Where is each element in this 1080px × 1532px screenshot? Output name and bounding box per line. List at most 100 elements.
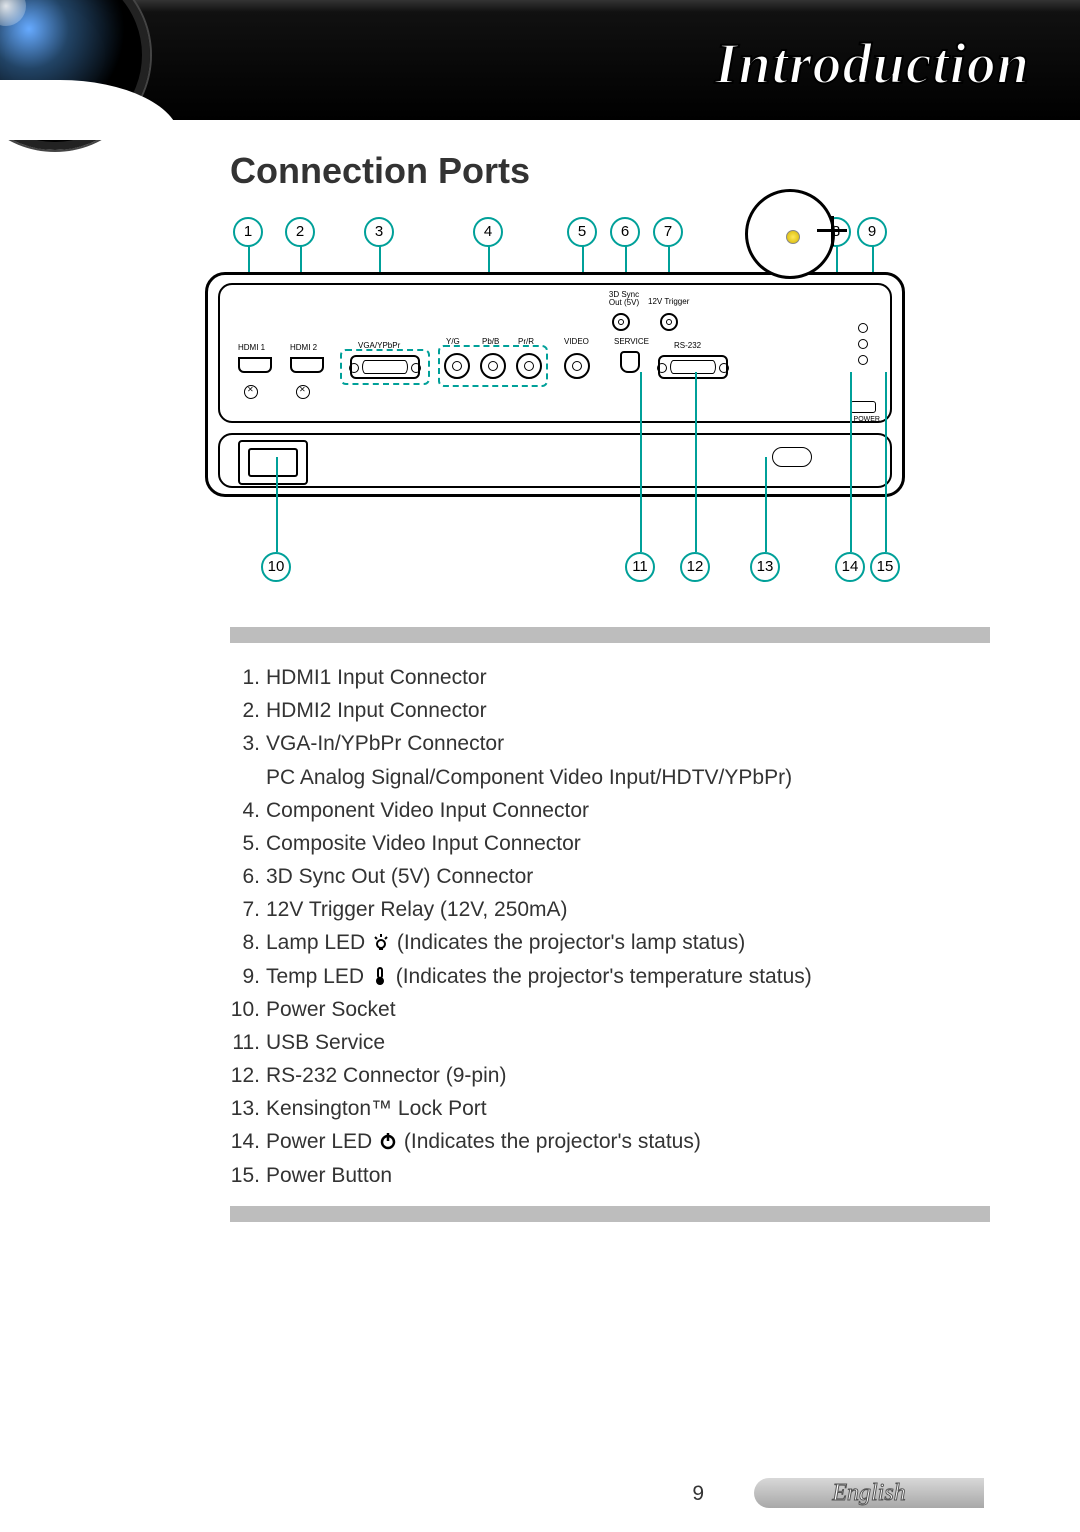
callout-2: 2 (285, 217, 315, 247)
label-yg: Y/G (446, 337, 460, 346)
chapter-title: Introduction (715, 30, 1030, 97)
list-text: Power Button (266, 1159, 990, 1192)
list-text: HDMI1 Input Connector (266, 661, 990, 694)
language-pill: English (754, 1478, 984, 1508)
callout-10: 10 (261, 552, 291, 582)
vga-port (350, 355, 420, 379)
list-text: Power Socket (266, 993, 990, 1026)
usb-port (620, 351, 640, 373)
list-text: USB Service (266, 1026, 990, 1059)
list-number: 11. (230, 1026, 266, 1059)
list-text: Kensington™ Lock Port (266, 1092, 990, 1125)
list-number: 12. (230, 1059, 266, 1092)
power-led-icon (858, 355, 868, 365)
list-text: Lamp LED (Indicates the projector's lamp… (266, 926, 990, 959)
hdmi1-port (238, 357, 272, 373)
callout-6: 6 (610, 217, 640, 247)
callout-7: 7 (653, 217, 683, 247)
list-number: 14. (230, 1125, 266, 1158)
list-text: HDMI2 Input Connector (266, 694, 990, 727)
callout-14: 14 (835, 552, 865, 582)
label-pr: Pr/R (518, 337, 534, 346)
callout-9: 9 (857, 217, 887, 247)
label-sync: 3D Sync Out (5V) (604, 291, 644, 307)
callout-15: 15 (870, 552, 900, 582)
list-item: 14.Power LED (Indicates the projector's … (230, 1125, 990, 1158)
callout-13: 13 (750, 552, 780, 582)
callout-1: 1 (233, 217, 263, 247)
callout-11: 11 (625, 552, 655, 582)
rca-pb (480, 353, 506, 379)
list-number: 10. (230, 993, 266, 1026)
list-item: 9.Temp LED (Indicates the projector's te… (230, 960, 990, 993)
power-socket (238, 440, 308, 485)
divider-bar (230, 627, 990, 643)
list-item: 3.VGA-In/YPbPr ConnectorPC Analog Signal… (230, 727, 990, 793)
sync-port (612, 313, 630, 331)
list-text: Power LED (Indicates the projector's sta… (266, 1125, 990, 1158)
callout-3: 3 (364, 217, 394, 247)
header-curve (0, 80, 180, 140)
list-item: 7.12V Trigger Relay (12V, 250mA) (230, 893, 990, 926)
ports-panel: HDMI 1 HDMI 2 VGA/YPbPr Y/G Pb/B Pr/R (218, 283, 892, 423)
rca-y (444, 353, 470, 379)
list-item: 4.Component Video Input Connector (230, 794, 990, 827)
label-hdmi1: HDMI 1 (238, 343, 265, 352)
trigger-port (660, 313, 678, 331)
zoom-circle (745, 189, 835, 279)
label-power: POWER (854, 416, 880, 423)
list-text: 3D Sync Out (5V) Connector (266, 860, 990, 893)
lamp-led-icon (858, 323, 868, 333)
list-number: 3. (230, 727, 266, 793)
language-label: English (832, 1480, 905, 1506)
list-number: 8. (230, 926, 266, 959)
list-text: Temp LED (Indicates the projector's temp… (266, 960, 990, 993)
list-item: 6.3D Sync Out (5V) Connector (230, 860, 990, 893)
list-item: 1.HDMI1 Input Connector (230, 661, 990, 694)
led-column (854, 317, 872, 407)
label-hdmi2: HDMI 2 (290, 343, 317, 352)
list-text: Component Video Input Connector (266, 794, 990, 827)
label-vga: VGA/YPbPr (358, 341, 400, 350)
list-number: 4. (230, 794, 266, 827)
label-rs232: RS-232 (674, 341, 701, 350)
hdmi2-port (290, 357, 324, 373)
callout-5: 5 (567, 217, 597, 247)
divider-bar-bottom (230, 1206, 990, 1222)
list-number: 13. (230, 1092, 266, 1125)
rear-panel: HDMI 1 HDMI 2 VGA/YPbPr Y/G Pb/B Pr/R (205, 272, 905, 497)
rca-pr (516, 353, 542, 379)
list-text: RS-232 Connector (9-pin) (266, 1059, 990, 1092)
rs232-port (658, 355, 728, 379)
ports-list: 1.HDMI1 Input Connector2.HDMI2 Input Con… (230, 661, 990, 1192)
label-trigger: 12V Trigger (648, 297, 689, 306)
kensington-lock (772, 447, 812, 467)
list-text: 12V Trigger Relay (12V, 250mA) (266, 893, 990, 926)
list-item: 8.Lamp LED (Indicates the projector's la… (230, 926, 990, 959)
list-number: 6. (230, 860, 266, 893)
list-item: 10.Power Socket (230, 993, 990, 1026)
page-body: Connection Ports 123456789 HDMI 1 HDMI 2… (0, 120, 1080, 1222)
list-number: 5. (230, 827, 266, 860)
label-service: SERVICE (614, 337, 649, 346)
list-number: 1. (230, 661, 266, 694)
list-item: 5.Composite Video Input Connector (230, 827, 990, 860)
list-item: 13.Kensington™ Lock Port (230, 1092, 990, 1125)
list-item: 12.RS-232 Connector (9-pin) (230, 1059, 990, 1092)
label-video: VIDEO (564, 337, 589, 346)
section-title: Connection Ports (230, 150, 990, 192)
page-header: Introduction (0, 0, 1080, 120)
list-text: VGA-In/YPbPr ConnectorPC Analog Signal/C… (266, 727, 990, 793)
list-number: 2. (230, 694, 266, 727)
list-item: 2.HDMI2 Input Connector (230, 694, 990, 727)
label-pb: Pb/B (482, 337, 499, 346)
callout-4: 4 (473, 217, 503, 247)
list-number: 7. (230, 893, 266, 926)
list-number: 15. (230, 1159, 266, 1192)
ports-diagram: 123456789 HDMI 1 HDMI 2 VGA/YPbPr Y/G (205, 217, 905, 597)
rca-video (564, 353, 590, 379)
page-footer: 9 English (0, 1478, 984, 1508)
temp-led-icon (858, 339, 868, 349)
page-number: 9 (692, 1482, 704, 1506)
list-item: 15.Power Button (230, 1159, 990, 1192)
